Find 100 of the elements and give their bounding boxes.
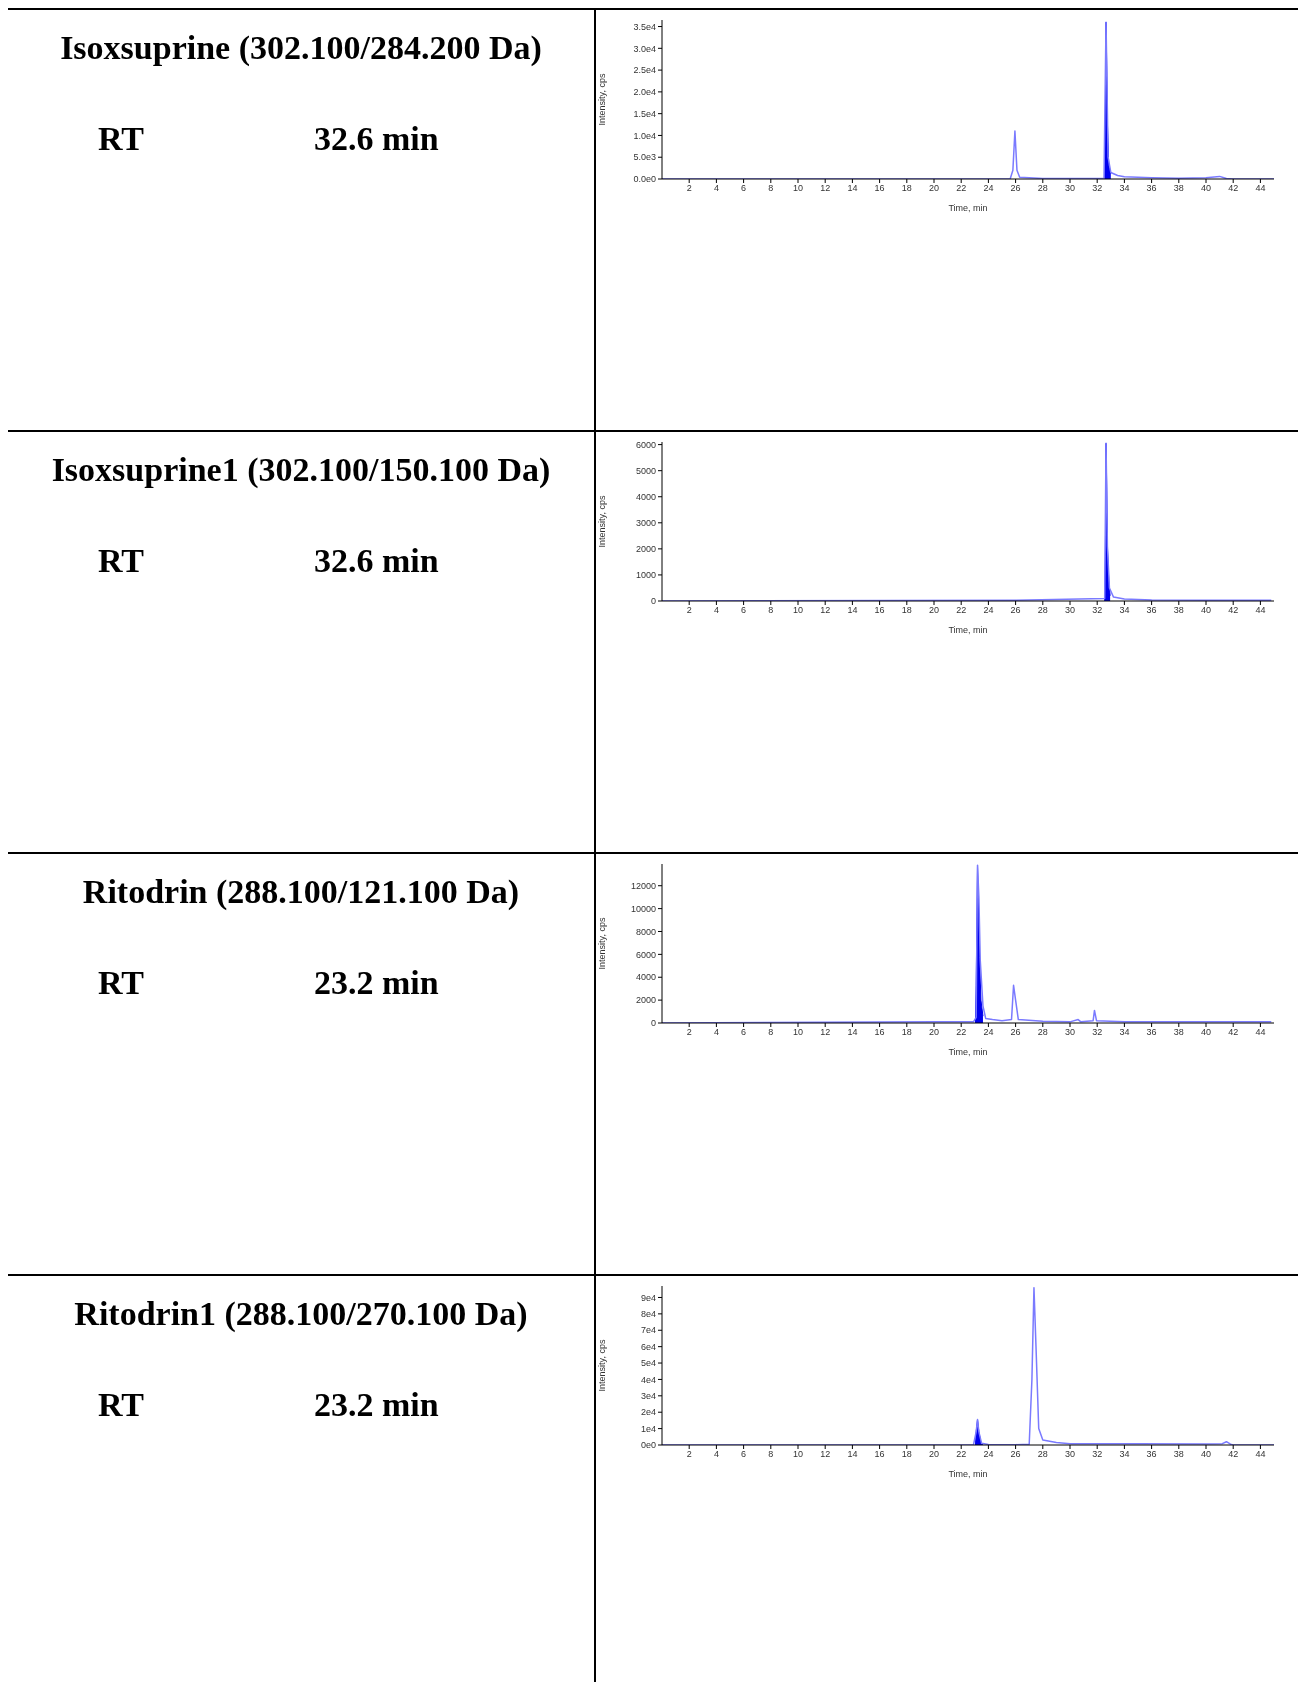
x-tick-label: 24 bbox=[983, 605, 994, 616]
y-tick-label: 1.0e4 bbox=[633, 130, 656, 141]
y-tick-label: 3.5e4 bbox=[633, 21, 656, 32]
text: 32.6 min bbox=[314, 542, 439, 580]
x-tick-label: 44 bbox=[1255, 1449, 1266, 1460]
x-tick-label: 2 bbox=[686, 605, 692, 616]
x-tick-label: 22 bbox=[956, 1027, 967, 1038]
y-tick-label: 3000 bbox=[635, 518, 656, 528]
x-tick-label: 18 bbox=[901, 183, 912, 194]
y-tick-label: 4000 bbox=[635, 972, 656, 983]
x-tick-label: 2 bbox=[686, 1027, 692, 1038]
x-tick-label: 2 bbox=[686, 183, 692, 194]
text: Ritodrin1 (288.100/270.100 Da) bbox=[73, 1294, 529, 1334]
x-tick-label: 12 bbox=[820, 605, 831, 616]
x-axis-title: Time, min bbox=[948, 1047, 988, 1057]
x-tick-label: 14 bbox=[847, 605, 858, 616]
x-tick-label: 40 bbox=[1200, 1027, 1212, 1038]
x-tick-label: 22 bbox=[956, 1449, 967, 1460]
x-tick-label: 22 bbox=[956, 183, 967, 194]
x-tick-label: 20 bbox=[928, 1027, 940, 1038]
y-tick-label: 6000 bbox=[635, 439, 656, 450]
y-tick-label: 5.0e3 bbox=[633, 152, 656, 163]
x-tick-label: 6 bbox=[741, 183, 747, 194]
x-tick-label: 8 bbox=[768, 1027, 774, 1038]
x-tick-label: 6 bbox=[741, 1027, 747, 1038]
text: RT bbox=[98, 542, 145, 580]
x-tick-label: 4 bbox=[713, 183, 719, 194]
x-tick-label: 36 bbox=[1146, 1449, 1157, 1460]
x-tick-label: 4 bbox=[713, 1027, 719, 1038]
x-tick-label: 14 bbox=[847, 1027, 858, 1038]
x-tick-label: 32 bbox=[1092, 605, 1103, 616]
x-tick-label: 28 bbox=[1037, 1027, 1048, 1038]
y-tick-label: 4000 bbox=[635, 491, 656, 502]
x-tick-label: 26 bbox=[1010, 183, 1021, 194]
x-tick-label: 20 bbox=[928, 605, 940, 616]
text: 23.2 min bbox=[314, 1386, 439, 1424]
x-tick-label: 8 bbox=[768, 1449, 774, 1460]
y-tick-label: 0 bbox=[650, 1018, 656, 1029]
x-tick-label: 38 bbox=[1173, 183, 1184, 194]
y-tick-label: 2000 bbox=[635, 544, 656, 555]
x-tick-label: 18 bbox=[901, 1027, 912, 1038]
x-tick-label: 38 bbox=[1173, 605, 1184, 616]
x-tick-label: 4 bbox=[713, 1449, 719, 1460]
x-tick-label: 10 bbox=[792, 183, 804, 194]
x-tick-label: 18 bbox=[901, 605, 912, 616]
x-axis-title: Time, min bbox=[948, 203, 988, 213]
x-tick-label: 12 bbox=[820, 1449, 831, 1460]
text: Isoxsuprine1 (302.100/150.100 Da) bbox=[50, 450, 552, 490]
x-tick-label: 38 bbox=[1173, 1449, 1184, 1460]
x-tick-label: 36 bbox=[1146, 605, 1157, 616]
x-tick-label: 30 bbox=[1064, 1027, 1076, 1038]
y-tick-label: 2e4 bbox=[640, 1407, 656, 1418]
y-axis-title: Intensity, cps bbox=[597, 73, 608, 126]
x-tick-label: 4 bbox=[713, 605, 719, 616]
x-tick-label: 6 bbox=[741, 605, 747, 616]
y-tick-label: 1000 bbox=[635, 570, 656, 581]
x-tick-label: 14 bbox=[847, 1449, 858, 1460]
x-tick-label: 2 bbox=[686, 1449, 692, 1460]
y-axis-title: Intensity, cps bbox=[597, 1339, 608, 1392]
x-tick-label: 18 bbox=[901, 1449, 912, 1460]
x-tick-label: 30 bbox=[1064, 1449, 1076, 1460]
x-tick-label: 12 bbox=[820, 183, 831, 194]
x-tick-label: 42 bbox=[1228, 183, 1239, 194]
y-tick-label: 5000 bbox=[635, 465, 656, 476]
x-tick-label: 16 bbox=[874, 183, 885, 194]
y-axis-title: Intensity, cps bbox=[597, 917, 608, 970]
y-tick-label: 10000 bbox=[630, 903, 656, 914]
x-tick-label: 28 bbox=[1037, 183, 1048, 194]
x-tick-label: 8 bbox=[768, 605, 774, 616]
x-tick-label: 40 bbox=[1200, 1449, 1212, 1460]
x-tick-label: 42 bbox=[1228, 1449, 1239, 1460]
x-tick-label: 28 bbox=[1037, 1449, 1048, 1460]
x-tick-label: 40 bbox=[1200, 183, 1212, 194]
y-axis-title: Intensity, cps bbox=[597, 495, 608, 548]
x-tick-label: 32 bbox=[1092, 183, 1103, 194]
x-tick-label: 26 bbox=[1010, 605, 1021, 616]
x-tick-label: 26 bbox=[1010, 1027, 1021, 1038]
x-tick-label: 28 bbox=[1037, 605, 1048, 616]
y-tick-label: 2000 bbox=[635, 995, 656, 1006]
x-tick-label: 34 bbox=[1119, 183, 1130, 194]
x-tick-label: 42 bbox=[1228, 605, 1239, 616]
y-tick-label: 7e4 bbox=[640, 1325, 656, 1336]
y-tick-label: 8e4 bbox=[640, 1309, 656, 1320]
x-tick-label: 22 bbox=[956, 605, 967, 616]
x-tick-label: 42 bbox=[1228, 1027, 1239, 1038]
y-tick-label: 3.0e4 bbox=[633, 43, 656, 54]
x-tick-label: 44 bbox=[1255, 1027, 1266, 1038]
y-tick-label: 1e4 bbox=[640, 1423, 656, 1434]
x-tick-label: 36 bbox=[1146, 183, 1157, 194]
x-tick-label: 34 bbox=[1119, 1027, 1130, 1038]
x-tick-label: 10 bbox=[792, 1449, 804, 1460]
x-tick-label: 26 bbox=[1010, 1449, 1021, 1460]
x-tick-label: 44 bbox=[1255, 605, 1266, 616]
y-tick-label: 0e0 bbox=[640, 1440, 656, 1451]
y-tick-label: 9e4 bbox=[640, 1292, 656, 1303]
y-tick-label: 6000 bbox=[635, 949, 656, 960]
text: 23.2 min bbox=[314, 964, 439, 1002]
y-tick-label: 2.0e4 bbox=[633, 87, 656, 98]
text: RT bbox=[98, 1386, 145, 1424]
x-tick-label: 34 bbox=[1119, 605, 1130, 616]
